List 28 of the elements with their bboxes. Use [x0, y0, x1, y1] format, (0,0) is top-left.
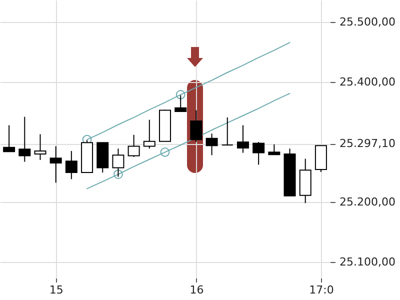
candlestick [50, 146, 62, 184]
candlestick [112, 148, 124, 178]
y-tick-label: 25.400,00 [340, 76, 396, 89]
candlestick [34, 134, 46, 160]
point [176, 90, 186, 100]
y-tick-label: 25.297,10 [340, 137, 396, 150]
candlestick [3, 124, 16, 152]
candlestick [268, 144, 280, 156]
candlestick [221, 116, 234, 146]
candlestick [65, 150, 78, 180]
candlestick [252, 141, 265, 166]
point [114, 170, 123, 180]
x-tick-label: 16 [190, 284, 204, 296]
y-tick-label: 25.100,00 [340, 255, 396, 268]
line-series [86, 92, 290, 190]
candlestick [128, 134, 140, 158]
candlestick [190, 110, 202, 142]
y-tick-label: 25.200,00 [340, 195, 396, 208]
candlestick [206, 133, 218, 156]
candlestick [314, 145, 327, 172]
candlestick [143, 119, 156, 150]
x-tick-label: 17:0 [309, 284, 334, 296]
y-tick-label: 25.500,00 [340, 16, 396, 29]
line-series [86, 42, 290, 140]
candlestick [236, 124, 249, 154]
x-tick-label: 15 [49, 284, 64, 296]
point [160, 148, 170, 157]
candlestick [18, 116, 31, 162]
